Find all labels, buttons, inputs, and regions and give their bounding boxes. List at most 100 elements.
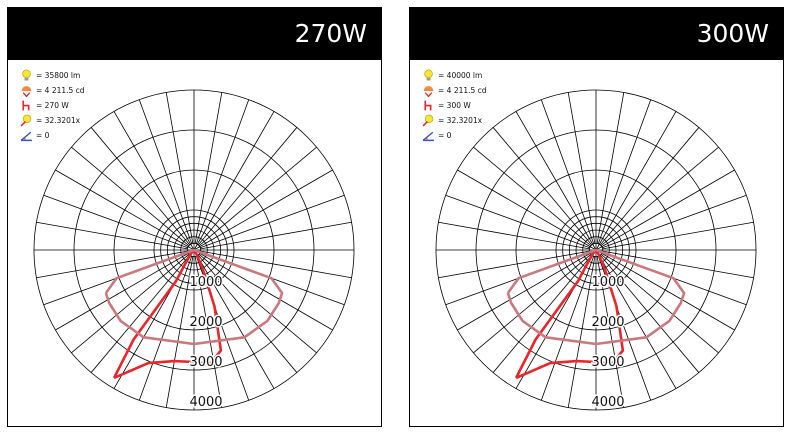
polar-spoke bbox=[43, 194, 188, 249]
polar-spoke bbox=[492, 127, 593, 246]
polar-spoke bbox=[596, 256, 625, 408]
power-icon bbox=[424, 100, 432, 111]
polar-spoke bbox=[540, 99, 595, 244]
polar-spoke bbox=[197, 254, 298, 373]
polar-spoke bbox=[473, 253, 592, 354]
polar-spoke bbox=[71, 253, 190, 354]
legend-item: = 32.3201x bbox=[20, 113, 85, 128]
lamp-intensity-icon bbox=[21, 86, 32, 97]
polar-spoke bbox=[602, 194, 747, 249]
polar-spoke bbox=[445, 194, 590, 249]
angle-icon bbox=[20, 131, 32, 142]
polar-spoke bbox=[438, 250, 590, 279]
polar-spoke bbox=[597, 99, 652, 244]
polar-spoke bbox=[36, 221, 188, 250]
lightbulb-icon bbox=[424, 69, 433, 81]
polar-spoke bbox=[595, 169, 735, 251]
polar-spoke bbox=[200, 221, 352, 250]
r-tick-label: 1000 bbox=[591, 275, 624, 290]
polar-spoke bbox=[599, 254, 700, 373]
polar-spoke bbox=[457, 249, 597, 331]
polar-spoke bbox=[567, 92, 596, 244]
legend-item: = 270 W bbox=[20, 98, 85, 113]
polar-spoke bbox=[540, 256, 595, 401]
polar-chart-panel: 300W = 40000 lm = 4 211.5 cd = 300 W = 3… bbox=[409, 7, 784, 427]
polar-spoke bbox=[194, 256, 223, 408]
polar-spoke bbox=[595, 249, 677, 389]
polar-spoke bbox=[602, 250, 754, 279]
polar-spoke bbox=[138, 99, 193, 244]
panel-header: 300W bbox=[410, 8, 783, 60]
r-tick-label: 1000 bbox=[189, 275, 222, 290]
lamp-intensity-icon bbox=[423, 86, 434, 97]
lightbulb-icon bbox=[22, 69, 31, 81]
legend-text: = 300 W bbox=[438, 101, 471, 110]
polar-spoke bbox=[492, 254, 593, 373]
polar-spoke bbox=[600, 146, 719, 247]
legend-text: = 0 bbox=[36, 131, 50, 140]
polar-spoke bbox=[438, 221, 590, 250]
polar-spoke bbox=[200, 194, 345, 249]
legend-item: = 0 bbox=[20, 128, 85, 143]
series-line bbox=[506, 248, 686, 346]
series-line bbox=[104, 248, 284, 346]
polar-spoke bbox=[515, 111, 597, 251]
legend-item: = 32.3201x bbox=[422, 113, 487, 128]
polar-spoke bbox=[193, 249, 333, 331]
polar-chart-panel: 270W = 35800 lm = 4 211.5 cd = 270 W = 3… bbox=[7, 7, 382, 427]
polar-spoke bbox=[198, 146, 317, 247]
r-tick-label: 4000 bbox=[189, 395, 222, 410]
polar-spoke bbox=[71, 146, 190, 247]
polar-spoke bbox=[55, 169, 195, 251]
legend-text: = 40000 lm bbox=[438, 71, 483, 80]
polar-spoke bbox=[596, 92, 625, 244]
polar-spoke bbox=[473, 146, 592, 247]
legend: = 40000 lm = 4 211.5 cd = 300 W = 32.320… bbox=[422, 68, 487, 143]
legend-text: = 270 W bbox=[36, 101, 69, 110]
polar-spoke bbox=[602, 221, 754, 250]
polar-spoke bbox=[595, 111, 677, 251]
polar-spoke bbox=[567, 256, 596, 408]
polar-spoke bbox=[193, 169, 333, 251]
polar-spoke bbox=[165, 256, 194, 408]
polar-spoke bbox=[197, 127, 298, 246]
polar-spoke bbox=[457, 169, 597, 251]
polar-spoke bbox=[138, 256, 193, 401]
legend-text: = 0 bbox=[438, 131, 452, 140]
legend-text: = 32.3201x bbox=[438, 116, 483, 125]
polar-spoke bbox=[90, 127, 191, 246]
legend-text: = 4 211.5 cd bbox=[438, 86, 487, 95]
legend-item: = 4 211.5 cd bbox=[20, 83, 85, 98]
series-line bbox=[112, 248, 223, 380]
polar-spoke bbox=[600, 253, 719, 354]
legend-item: = 40000 lm bbox=[422, 68, 487, 83]
r-tick-label: 3000 bbox=[189, 355, 222, 370]
polar-spoke bbox=[36, 250, 188, 279]
polar-plot: 1000 2000 3000 4000 bbox=[33, 89, 355, 412]
polar-spoke bbox=[193, 111, 275, 251]
legend-item: = 35800 lm bbox=[20, 68, 85, 83]
r-tick-label: 2000 bbox=[189, 315, 222, 330]
polar-spoke bbox=[200, 250, 352, 279]
efficacy-icon bbox=[422, 114, 434, 127]
chart-title: 270W bbox=[294, 19, 367, 48]
polar-grid bbox=[435, 89, 757, 411]
legend-item: = 0 bbox=[422, 128, 487, 143]
legend-item: = 300 W bbox=[422, 98, 487, 113]
r-tick-label: 2000 bbox=[591, 315, 624, 330]
power-icon bbox=[22, 100, 30, 111]
polar-spoke bbox=[599, 127, 700, 246]
chart-title: 300W bbox=[696, 19, 769, 48]
polar-spoke bbox=[55, 249, 195, 331]
polar-spoke bbox=[165, 92, 194, 244]
series-line bbox=[514, 248, 625, 380]
r-tick-label: 3000 bbox=[591, 355, 624, 370]
polar-plot: 1000 2000 3000 4000 bbox=[435, 89, 757, 412]
polar-spoke bbox=[194, 92, 223, 244]
panel-header: 270W bbox=[8, 8, 381, 60]
legend-text: = 4 211.5 cd bbox=[36, 86, 85, 95]
legend: = 35800 lm = 4 211.5 cd = 270 W = 32.320… bbox=[20, 68, 85, 143]
angle-icon bbox=[422, 131, 434, 142]
r-tick-label: 4000 bbox=[591, 395, 624, 410]
polar-spoke bbox=[198, 253, 317, 354]
